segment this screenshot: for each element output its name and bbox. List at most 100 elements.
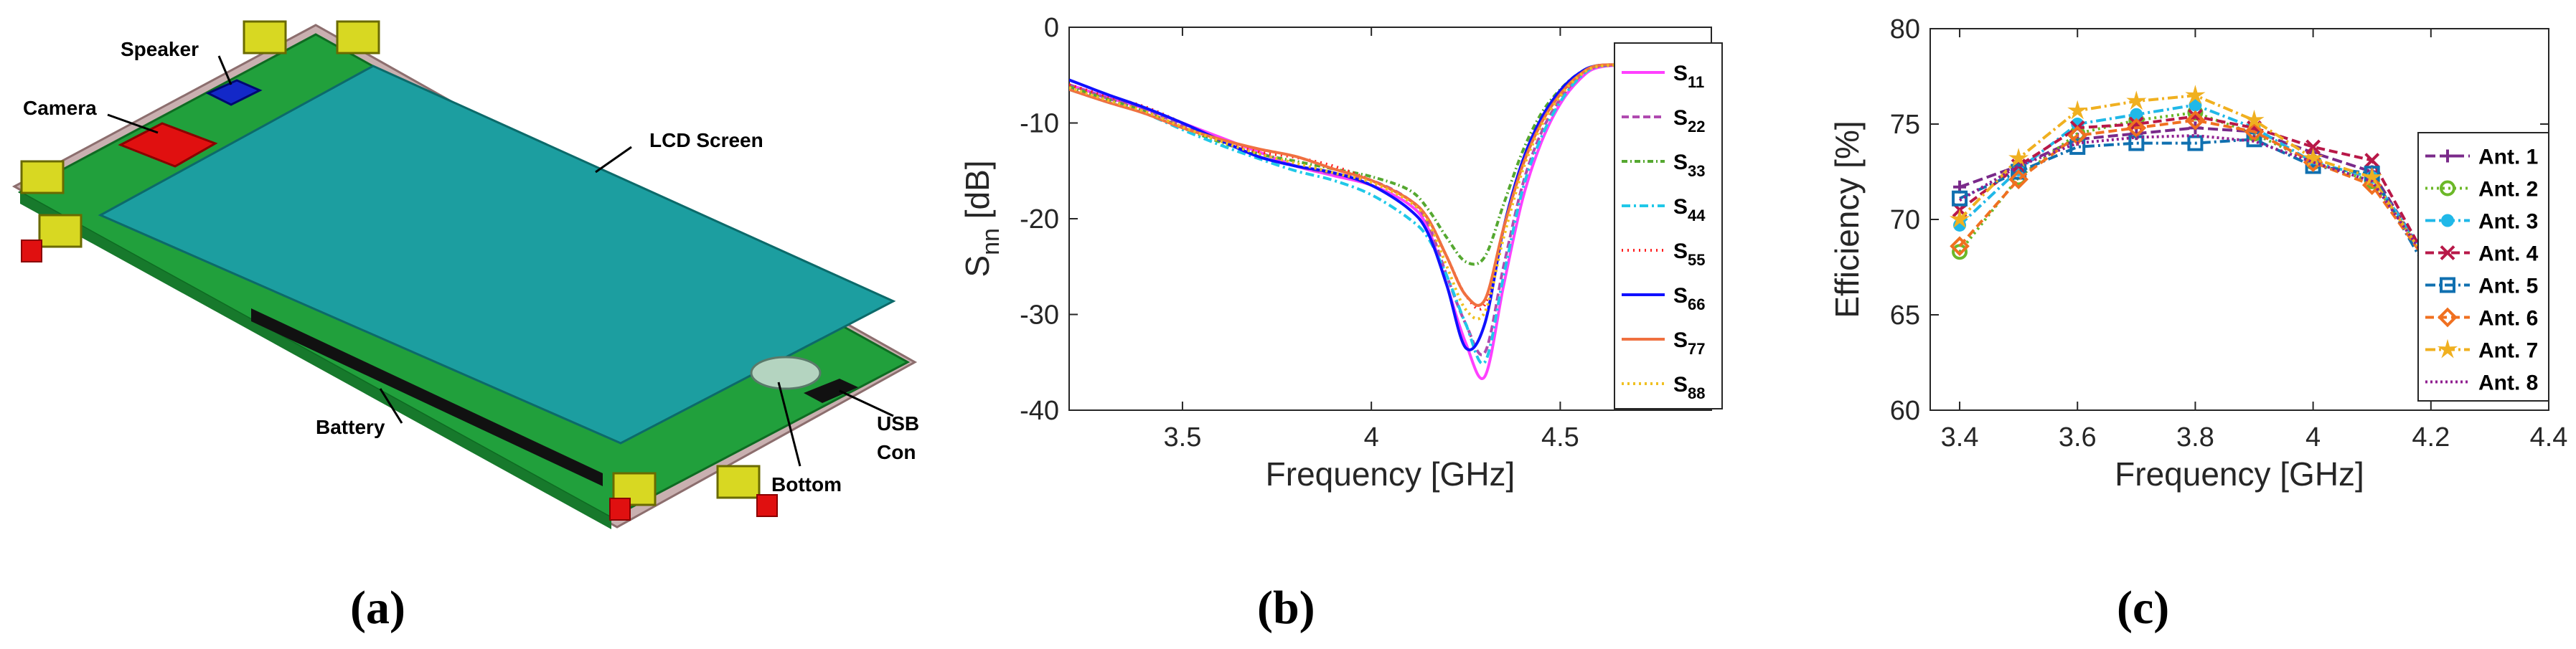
x-tick-label: 4 (1364, 422, 1379, 453)
speaker-module (205, 79, 263, 106)
y-tick-label: 75 (1890, 110, 1920, 140)
caption-c: (c) (2117, 581, 2169, 635)
data-point (2126, 90, 2147, 110)
y-axis-label: Snn [dB] (959, 160, 1005, 277)
label-battery: Battery (316, 416, 385, 438)
efficiency-chart: 3.4 3.6 3.8 4 4.2 4.4 80 75 70 65 60 Frequency [GHz… (1828, 14, 2568, 493)
data-point (2244, 121, 2265, 142)
legend-entry: Ant. 3 (2478, 210, 2538, 234)
caption-b-text: (b) (1257, 582, 1315, 634)
x-tick-label: 4.5 (1541, 422, 1579, 453)
y-tick-label: -20 (1020, 204, 1059, 235)
data-point (2069, 138, 2086, 155)
legend-entry: Ant. 6 (2478, 307, 2538, 331)
panel-b: 3.5 4 4.5 0 -10 -20 -30 -40 Frequency [GHz] Snn [… (926, 0, 1751, 649)
data-point (2130, 108, 2143, 121)
legend-entry: Ant. 2 (2478, 178, 2538, 202)
y-tick-label: -10 (1020, 109, 1059, 139)
data-point (2303, 148, 2323, 167)
legend-marker (2440, 245, 2455, 260)
data-point (2185, 110, 2206, 131)
data-point (2008, 169, 2029, 189)
data-point (2303, 152, 2323, 173)
series-line (1069, 64, 1711, 321)
data-point (2011, 164, 2027, 180)
x-tick-label: 3.6 (2059, 422, 2097, 453)
battery (251, 308, 603, 486)
data-point (2364, 153, 2380, 168)
y-axis-label: Efficiency [%] (1828, 120, 1866, 318)
x-tick-label: 3.8 (2176, 422, 2214, 453)
label-usb-line1: USB (877, 412, 919, 435)
legend-entry: S11 (1673, 62, 1704, 91)
y-tick-label: 60 (1890, 396, 1920, 426)
legend-marker (2438, 307, 2458, 328)
y-tick-label: -40 (1020, 396, 1059, 426)
sma-connector (20, 20, 761, 506)
data-point (1952, 190, 1968, 207)
data-point (2185, 85, 2206, 105)
data-point (1949, 209, 1970, 229)
legend-entry: S44 (1673, 195, 1706, 224)
y-tick-label: 80 (1890, 14, 1920, 44)
y-tick-label: -30 (1020, 300, 1059, 331)
label-bottom: Bottom (771, 473, 842, 496)
panel-a: Speaker Camera LCD Screen Battery Bottom… (0, 0, 926, 649)
legend-entry: S66 (1673, 284, 1706, 313)
legend-entry: Ant. 1 (2478, 146, 2538, 169)
y-tick-label: 65 (1890, 300, 1920, 331)
usb-connector (804, 379, 858, 403)
x-tick-label: 4.2 (2412, 422, 2450, 453)
legend-marker (2440, 180, 2455, 196)
panel-c: 3.4 3.6 3.8 4 4.2 4.4 80 75 70 65 60 Frequency [GHz… (1751, 0, 2576, 649)
legend-entry: Ant. 7 (2478, 339, 2538, 363)
bottom-disc (750, 356, 822, 390)
legend-box (2417, 132, 2549, 402)
x-tick-label: 4 (2305, 422, 2321, 453)
legend-marker (2441, 149, 2454, 163)
data-point (2187, 135, 2204, 151)
data-point (2189, 98, 2202, 112)
series-group (1069, 63, 1711, 380)
x-tick-label: 3.4 (1941, 422, 1979, 453)
caption-c-text: (c) (2117, 582, 2170, 634)
legend-entry: S77 (1673, 328, 1706, 358)
data-point (2126, 118, 2147, 138)
caption-a: (a) (350, 581, 405, 635)
label-lcd-screen: LCD Screen (649, 129, 763, 151)
legend-marker (2437, 338, 2458, 359)
legend-marker (2440, 277, 2455, 293)
legend-entry: Ant. 5 (2478, 275, 2538, 298)
legend-box (1614, 42, 1723, 409)
x-tick-label: 4.4 (2530, 422, 2568, 453)
caption-b: (b) (1257, 581, 1315, 635)
y-tick-label: 70 (1890, 205, 1920, 235)
series-line (1069, 63, 1711, 307)
data-point (2008, 148, 2029, 167)
y-tick-label: 0 (1044, 13, 1059, 43)
plot-area (1068, 27, 1712, 411)
sparam-chart: 3.5 4 4.5 0 -10 -20 -30 -40 Frequency [GHz] Snn [… (959, 13, 1723, 493)
caption-a-text: (a) (350, 582, 405, 634)
data-point (2361, 175, 2382, 195)
phone-model-illustration: Speaker Camera LCD Screen Battery Bottom… (11, 20, 919, 529)
legend-entry: S22 (1673, 106, 1706, 136)
legend-entry: S33 (1673, 151, 1706, 180)
camera-module (118, 122, 218, 168)
data-point (1950, 236, 1970, 257)
data-point (2067, 100, 2088, 120)
legend-entry: Ant. 4 (2478, 242, 2539, 266)
sma-connector-tips (21, 240, 778, 521)
data-point (2305, 139, 2321, 155)
label-camera: Camera (23, 97, 97, 119)
legend-marker (2441, 214, 2454, 227)
legend-entry: Ant. 8 (2478, 371, 2538, 395)
label-speaker: Speaker (121, 38, 199, 60)
x-axis-label: Frequency [GHz] (2115, 455, 2364, 493)
lcd-screen (98, 65, 896, 445)
data-point (2244, 109, 2265, 129)
x-tick-label: 3.5 (1164, 422, 1202, 453)
leader-lines (107, 55, 894, 467)
pcb-edge (20, 192, 611, 529)
series-line (1958, 133, 2432, 266)
